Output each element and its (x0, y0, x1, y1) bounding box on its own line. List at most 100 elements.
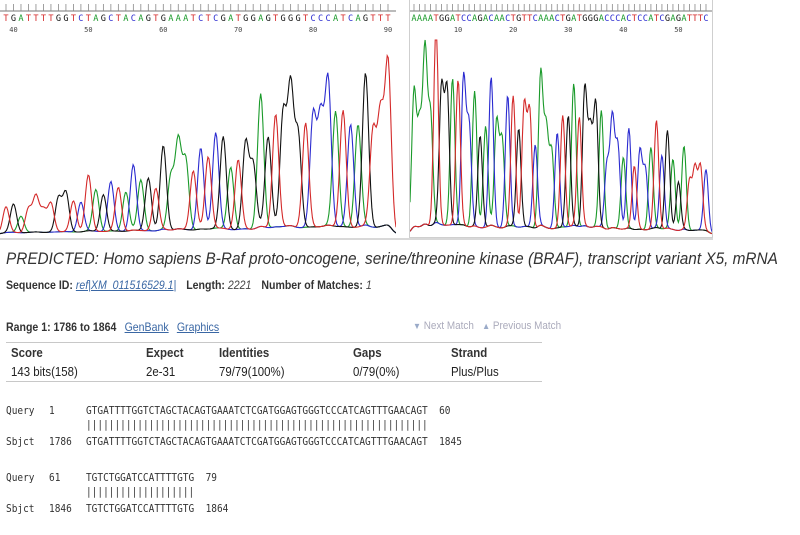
alignment-query-line-1: Query 1 GTGATTTTGGTCTAGCTACAGTGAAATCTCGATG… (6, 404, 450, 417)
base-call: G (251, 14, 256, 24)
base-call: G (676, 14, 681, 24)
base-call: A (411, 14, 417, 24)
base-call: C (131, 14, 136, 24)
base-call: A (228, 14, 234, 24)
base-call: A (168, 14, 174, 24)
score-header: Score (11, 345, 43, 360)
base-call: C (643, 14, 648, 24)
base-call: A (648, 14, 654, 24)
graphics-link[interactable]: Graphics (176, 320, 220, 334)
base-call: A (18, 14, 24, 24)
subject-label: Sbjct (6, 435, 35, 448)
tick-label: 40 (9, 26, 17, 34)
base-call: T (71, 14, 76, 24)
base-call: A (483, 14, 489, 24)
base-call: T (455, 14, 460, 24)
score-value: 143 bits(158) (11, 364, 78, 379)
base-call: T (433, 14, 438, 24)
base-call: G (221, 14, 226, 24)
query-label: Query (6, 471, 35, 484)
base-call: T (522, 14, 527, 24)
base-call: T (370, 14, 375, 24)
base-call: A (422, 14, 428, 24)
gaps-header: Gaps (353, 345, 382, 360)
base-call: T (692, 14, 697, 24)
base-call: G (11, 14, 16, 24)
previous-match-link[interactable]: Previous Match (492, 320, 562, 332)
base-call: A (472, 14, 478, 24)
base-call: G (63, 14, 68, 24)
tick-label: 70 (234, 26, 242, 34)
base-call: G (439, 14, 444, 24)
subject-end: 1845 (439, 435, 462, 448)
base-call: T (560, 14, 565, 24)
base-call: T (511, 14, 516, 24)
alignment-stats-table: Score Expect Identities Gaps Strand 143 … (6, 342, 542, 382)
base-call: T (236, 14, 241, 24)
trace-curve (0, 72, 396, 235)
sequence-info: Sequence ID: ref|XM_011516529.1| Length:… (6, 278, 372, 292)
base-call: A (599, 14, 605, 24)
base-call: A (670, 14, 676, 24)
query-label: Query (6, 404, 35, 417)
base-call: C (610, 14, 615, 24)
base-call: G (566, 14, 571, 24)
stats-header-row: Score Expect Identities Gaps Strand (6, 343, 542, 362)
base-call: C (311, 14, 316, 24)
base-call: C (318, 14, 323, 24)
base-call: T (191, 14, 196, 24)
range-line: Range 1: 1786 to 1864 GenBank Graphics (6, 320, 219, 334)
trace-curve (410, 78, 712, 235)
base-call: A (355, 14, 361, 24)
base-call: G (588, 14, 593, 24)
tick-label: 30 (564, 26, 572, 34)
tick-label: 40 (619, 26, 627, 34)
expect-header: Expect (146, 345, 184, 360)
base-call: G (161, 14, 166, 24)
match-bars-2: ||||||||||||||||||| (86, 485, 195, 498)
base-call: G (243, 14, 248, 24)
base-call: A (494, 14, 500, 24)
base-call: C (461, 14, 466, 24)
tick-ruler (0, 4, 396, 12)
base-call: T (698, 14, 703, 24)
tick-label: 90 (384, 26, 392, 34)
base-call: C (703, 14, 708, 24)
base-call: T (153, 14, 158, 24)
gaps-value: 0/79(0%) (353, 364, 400, 379)
seq-id-label: Sequence ID: (6, 278, 73, 292)
query-end: 60 (439, 404, 451, 417)
next-match-link[interactable]: Next Match (423, 320, 474, 332)
base-call: A (544, 14, 550, 24)
range-label: Range 1: 1786 to 1864 (6, 320, 117, 334)
query-start: 61 (49, 471, 61, 484)
query-start: 1 (49, 404, 55, 417)
base-call: G (665, 14, 670, 24)
base-call: A (571, 14, 577, 24)
base-call: A (183, 14, 189, 24)
base-call: A (333, 14, 339, 24)
subject-sequence: GTGATTTTGGTCTAGCTACAGTGAAATCTCGATGGAGTGG… (85, 435, 428, 448)
base-call: C (637, 14, 642, 24)
base-call: A (123, 14, 129, 24)
base-call: C (533, 14, 538, 24)
base-call: C (505, 14, 510, 24)
base-call: G (146, 14, 151, 24)
expect-value: 2e-31 (146, 364, 176, 379)
base-call: A (621, 14, 627, 24)
tick-label: 60 (159, 26, 167, 34)
base-call: C (659, 14, 664, 24)
query-end: 79 (205, 471, 217, 484)
base-call: A (450, 14, 456, 24)
base-call: A (549, 14, 555, 24)
seq-id-link[interactable]: ref|XM_011516529.1| (75, 278, 177, 292)
base-call: T (385, 14, 390, 24)
tick-label: 50 (674, 26, 682, 34)
base-call: G (281, 14, 286, 24)
tick-label: 50 (84, 26, 92, 34)
genbank-link[interactable]: GenBank (124, 320, 169, 334)
base-call: G (478, 14, 483, 24)
base-call: C (78, 14, 83, 24)
base-call: T (41, 14, 46, 24)
